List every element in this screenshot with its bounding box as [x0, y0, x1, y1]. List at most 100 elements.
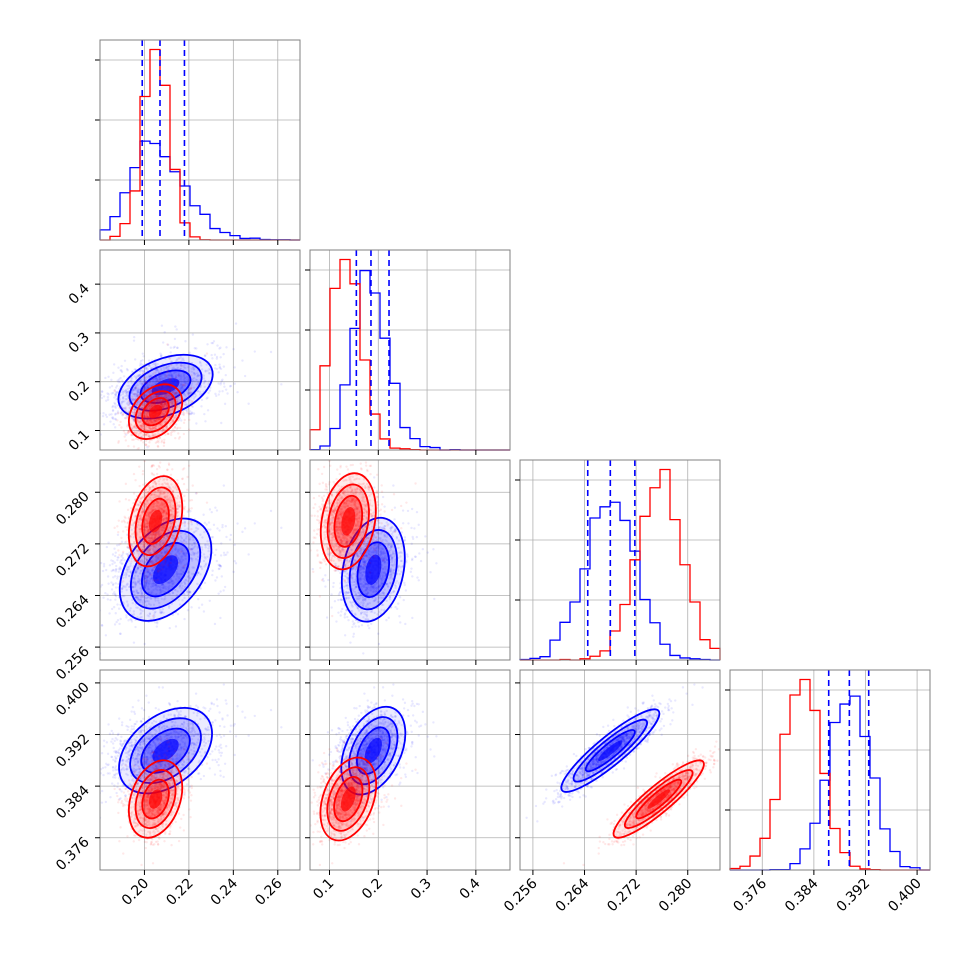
sample-point — [143, 594, 146, 598]
sample-point — [167, 415, 171, 419]
sample-point — [156, 401, 159, 404]
sample-point — [142, 546, 146, 549]
sample-point — [147, 416, 150, 419]
sample-point — [133, 398, 136, 402]
sample-point — [142, 404, 146, 408]
sample-point — [121, 556, 125, 560]
sample-point — [148, 392, 151, 395]
sample-point — [180, 537, 184, 540]
sample-point — [137, 374, 141, 377]
sample-point — [196, 390, 200, 393]
sample-point — [149, 420, 153, 423]
sample-point — [139, 420, 142, 423]
sample-point — [134, 385, 138, 388]
sample-point — [176, 575, 179, 578]
sample-point — [167, 364, 171, 368]
sample-point — [145, 385, 149, 388]
sample-point — [116, 525, 119, 528]
sample-point — [112, 582, 115, 586]
sample-point — [280, 383, 283, 386]
sample-point — [156, 599, 160, 602]
sample-point — [181, 477, 184, 481]
sample-point — [164, 393, 167, 396]
sample-point — [152, 588, 155, 592]
sample-point — [114, 612, 117, 615]
sample-point — [163, 438, 166, 441]
sample-point — [185, 409, 189, 413]
sample-point — [204, 543, 207, 546]
sample-point — [202, 610, 206, 613]
sample-point — [171, 408, 174, 411]
sample-point — [213, 553, 217, 557]
sample-point — [199, 533, 202, 536]
sample-point — [113, 623, 117, 626]
sample-point — [143, 575, 147, 578]
sample-point — [190, 374, 193, 377]
sample-point — [201, 536, 204, 539]
sample-point — [159, 355, 163, 358]
sample-point — [191, 400, 194, 403]
sample-point — [167, 604, 171, 608]
sample-point — [143, 415, 147, 419]
sample-point — [184, 381, 188, 385]
sample-point — [187, 369, 191, 373]
sample-point — [165, 517, 168, 520]
sample-point — [160, 401, 163, 405]
sample-point — [136, 395, 139, 398]
sample-point — [116, 618, 120, 622]
sample-point — [145, 419, 149, 422]
sample-point — [150, 574, 154, 578]
sample-point — [170, 402, 174, 405]
sample-point — [215, 559, 219, 563]
sample-point — [161, 393, 165, 396]
sample-point — [157, 533, 160, 536]
sample-point — [119, 632, 122, 636]
sample-point — [186, 488, 189, 492]
sample-point — [154, 361, 157, 365]
sample-point — [198, 393, 202, 396]
sample-point — [192, 412, 196, 415]
sample-point — [161, 430, 165, 433]
sample-point — [191, 566, 194, 569]
panel-frame — [729, 669, 931, 871]
sample-point — [157, 393, 160, 396]
sample-point — [162, 403, 165, 406]
sample-point — [146, 416, 149, 419]
sample-point — [141, 559, 144, 562]
sample-point — [143, 428, 146, 431]
sample-point — [160, 401, 164, 404]
sample-point — [115, 564, 118, 568]
sample-point — [139, 378, 143, 382]
sample-point — [221, 525, 224, 529]
sample-point — [100, 393, 103, 397]
sample-point — [171, 401, 174, 405]
sample-point — [179, 589, 183, 592]
sample-point — [124, 407, 127, 411]
sample-point — [161, 341, 165, 344]
sample-point — [176, 613, 180, 616]
sample-point — [154, 419, 157, 422]
sample-point — [164, 558, 167, 562]
sample-point — [166, 415, 170, 419]
sample-point — [138, 582, 142, 585]
sample-point — [147, 364, 151, 368]
sample-point — [151, 568, 154, 571]
sample-point — [163, 413, 166, 416]
sample-point — [149, 396, 153, 399]
sample-point — [125, 614, 128, 617]
sample-point — [186, 407, 189, 411]
sample-point — [151, 559, 154, 563]
sample-point — [168, 593, 171, 596]
sample-point — [112, 605, 116, 609]
sample-point — [171, 419, 175, 422]
sample-point — [132, 472, 136, 476]
sample-point — [142, 571, 146, 574]
sample-point — [176, 380, 180, 383]
sample-point — [176, 405, 179, 409]
sample-point — [160, 403, 163, 406]
sample-point — [178, 584, 181, 588]
sample-point — [160, 354, 163, 357]
sample-point — [156, 394, 160, 398]
sample-point — [153, 371, 156, 374]
sample-point — [206, 543, 209, 546]
